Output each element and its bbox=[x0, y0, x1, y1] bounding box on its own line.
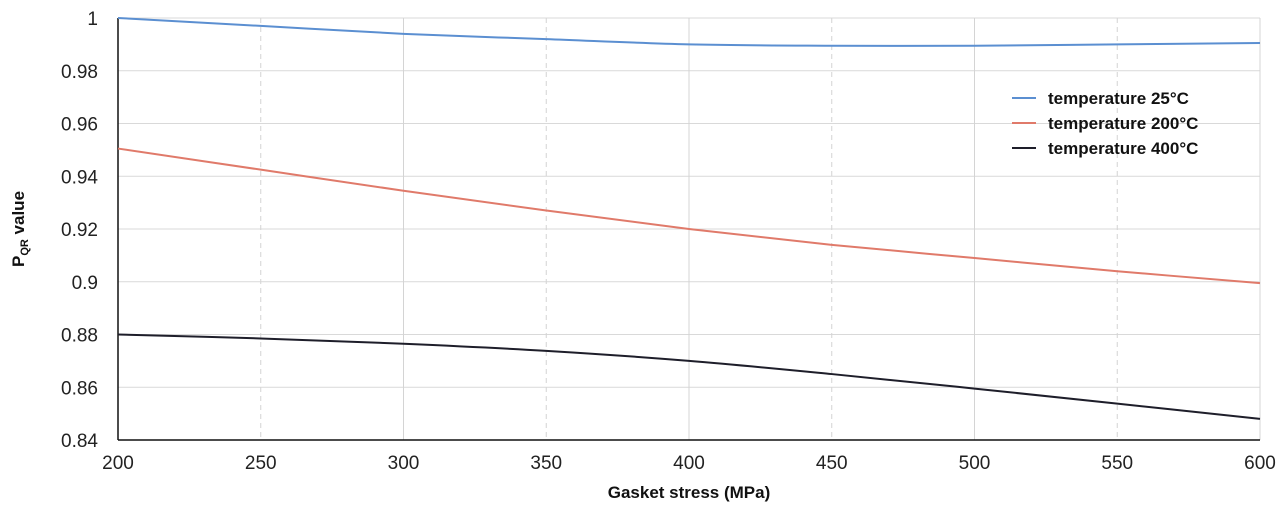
y-tick-label: 0.9 bbox=[72, 273, 98, 294]
x-tick-label: 250 bbox=[245, 453, 277, 474]
series-line bbox=[117, 333, 1261, 420]
y-tick-label: 1 bbox=[87, 9, 98, 30]
series-line bbox=[117, 17, 1261, 47]
y-tick-label: 0.88 bbox=[61, 326, 98, 347]
legend-item: temperature 200°C bbox=[1012, 114, 1198, 133]
x-tick-label: 550 bbox=[1101, 453, 1133, 474]
series bbox=[117, 17, 1261, 420]
y-axis-title: PQR value bbox=[9, 191, 31, 267]
y-axis-title-rest: value bbox=[9, 191, 28, 239]
x-axis-title: Gasket stress (MPa) bbox=[608, 483, 771, 502]
legend-label: temperature 25°C bbox=[1048, 89, 1189, 108]
y-axis-title-main: P bbox=[9, 256, 28, 267]
y-tick-labels: 0.84 0.86 0.88 0.9 0.92 0.94 0.96 0.98 1 bbox=[61, 9, 98, 452]
y-tick-label: 0.86 bbox=[61, 378, 98, 399]
y-tick-label: 0.92 bbox=[61, 220, 98, 241]
axes bbox=[117, 18, 1260, 441]
y-tick-label: 0.84 bbox=[61, 431, 98, 452]
x-tick-label: 300 bbox=[388, 453, 420, 474]
legend-item: temperature 25°C bbox=[1012, 89, 1189, 108]
x-tick-label: 450 bbox=[816, 453, 848, 474]
legend-item: temperature 400°C bbox=[1012, 139, 1198, 158]
x-tick-label: 400 bbox=[673, 453, 705, 474]
y-tick-label: 0.94 bbox=[61, 167, 98, 188]
y-axis-title-subscript: QR bbox=[19, 239, 31, 256]
x-tick-label: 600 bbox=[1244, 453, 1276, 474]
x-tick-label: 200 bbox=[102, 453, 134, 474]
legend-label: temperature 400°C bbox=[1048, 139, 1198, 158]
x-tick-label: 350 bbox=[530, 453, 562, 474]
legend-label: temperature 200°C bbox=[1048, 114, 1198, 133]
grid bbox=[118, 17, 1261, 440]
series-line bbox=[117, 147, 1261, 285]
y-tick-label: 0.96 bbox=[61, 115, 98, 136]
legend: temperature 25°C temperature 200°C tempe… bbox=[1012, 89, 1198, 158]
y-tick-label: 0.98 bbox=[61, 62, 98, 83]
x-tick-labels: 200 250 300 350 400 450 500 550 600 bbox=[102, 453, 1276, 474]
x-tick-label: 500 bbox=[959, 453, 991, 474]
